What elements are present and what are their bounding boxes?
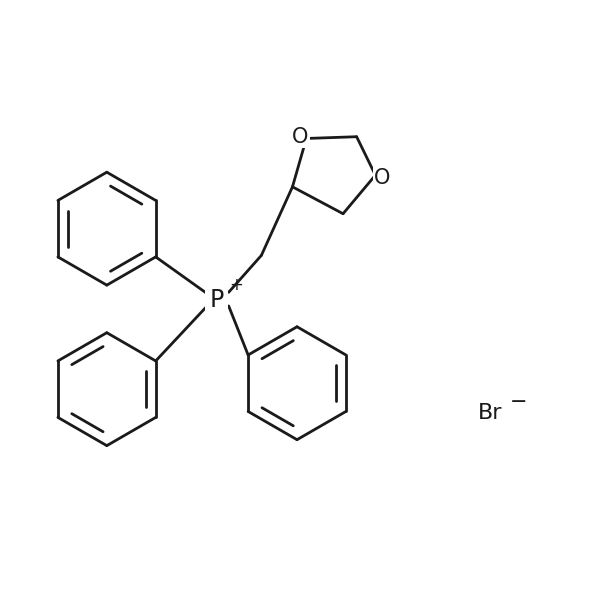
Text: −: − (510, 392, 527, 412)
Text: Br: Br (478, 403, 503, 423)
Text: P: P (209, 288, 224, 312)
Text: O: O (374, 168, 391, 188)
Text: +: + (229, 276, 243, 294)
Text: O: O (292, 127, 308, 146)
